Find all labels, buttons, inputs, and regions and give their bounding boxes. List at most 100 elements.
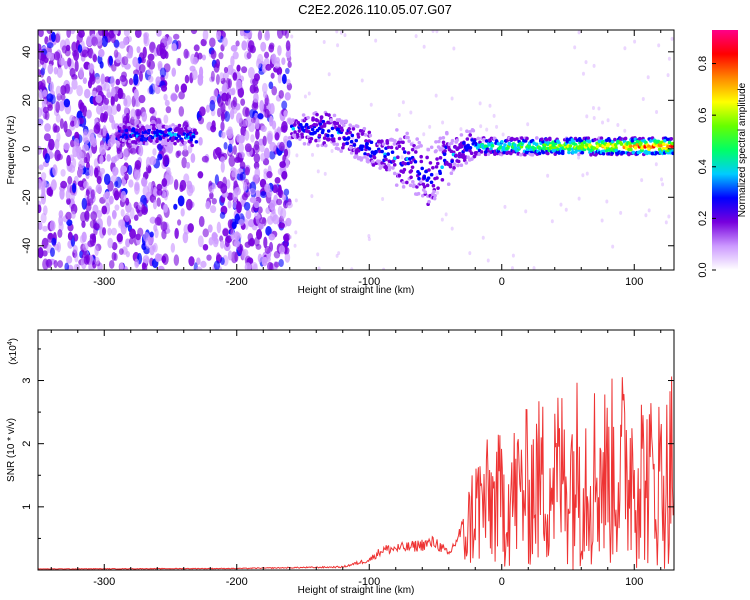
spectrogram-cell [210, 70, 215, 82]
spectrogram-cell [78, 67, 84, 79]
snr-x-axis-label: Height of straight line (km) [298, 585, 415, 596]
spectrogram-cell [248, 188, 256, 196]
spectrogram-cell [198, 116, 205, 125]
spectrogram-cell [161, 255, 167, 264]
spectrogram-cell [220, 183, 228, 194]
spectrogram-cell [584, 60, 588, 65]
spectrogram-cell [194, 140, 199, 144]
spectrogram-cell [478, 140, 482, 145]
spectrogram-cell [180, 83, 188, 93]
spectrogram-cell [38, 164, 44, 171]
spectrogram-cell [215, 74, 220, 85]
spectrogram-cell [573, 45, 577, 50]
spectrogram-cell [138, 71, 143, 82]
spectrogram-cell [74, 60, 79, 72]
snr-panel: -300 -200 -100 0 100 1 2 3 Height of straight … [6, 329, 675, 596]
spectrogram-cell [374, 38, 378, 43]
spectrogram-cell [103, 97, 110, 105]
spectrogram-cell [260, 152, 266, 162]
spectrogram-cell [141, 176, 147, 187]
spectrogram-cell [382, 267, 386, 270]
spectrogram-cell [281, 30, 288, 36]
spectrogram-cell [183, 140, 188, 145]
spectrogram-cell [73, 137, 80, 148]
spectrogram-cell [283, 233, 290, 242]
spectrogram-cell [102, 227, 107, 236]
spectrogram-cell [47, 232, 54, 240]
spectrogram-cell [471, 128, 476, 133]
spectrogram-cell [362, 126, 367, 131]
spectrogram-cell [210, 49, 217, 60]
spectrogram-cell [371, 163, 376, 167]
spectrogram-cell [495, 124, 499, 129]
spectrogram-cell [426, 176, 431, 180]
spectrogram-cell [64, 262, 70, 270]
spectrogram-cell [104, 191, 110, 198]
spectrogram-cell [344, 119, 349, 124]
spectrogram-cell [166, 166, 171, 174]
spectrogram-cell [112, 210, 117, 219]
spectrogram-cell [406, 161, 411, 166]
spectrogram-cell [207, 224, 213, 233]
spectrogram-x-axis-label: Height of straight line (km) [298, 285, 415, 296]
spectrogram-cell [350, 133, 355, 138]
spectrogram-cell [209, 37, 216, 48]
spectrogram-cell [468, 145, 473, 150]
spectrogram-cell [130, 108, 136, 120]
spectrogram-cell [368, 154, 373, 158]
spectrogram-cell [244, 143, 252, 153]
spectrogram-cell [571, 150, 575, 155]
spectrogram-cell [426, 147, 431, 152]
figure-title: C2E2.2026.110.05.07.G07 [298, 2, 452, 17]
spectrogram-cell [81, 220, 86, 229]
spectrogram-cell [503, 143, 507, 147]
spectrogram-cell [250, 262, 258, 270]
spectrogram-cell [95, 85, 103, 93]
spectrogram-cell [341, 123, 346, 128]
spectrogram-cell [177, 131, 182, 135]
spectrogram-cell [86, 109, 92, 119]
spectrogram-cell [314, 138, 318, 143]
spectrogram-cell [91, 90, 97, 97]
spectrogram-cell [220, 102, 226, 114]
spectrogram-cell [550, 219, 554, 224]
spectrogram-cell [74, 252, 79, 263]
spectrogram-cell [441, 120, 445, 125]
spectrogram-cell [239, 171, 246, 181]
spectrogram-cell [210, 124, 217, 133]
spectrogram-cell [138, 144, 144, 157]
spectrogram-cell [182, 231, 189, 244]
spectrogram-cell [228, 155, 236, 167]
spectrogram-cell [190, 30, 198, 35]
spectrogram-cell [111, 86, 116, 97]
spectrogram-cell [401, 140, 405, 145]
spectrogram-cell [347, 127, 352, 131]
spectrogram-cell [432, 189, 436, 194]
spectrogram-cell [419, 144, 423, 148]
spectrogram-cell [43, 133, 51, 142]
spectrogram-cell [183, 126, 188, 130]
spectrogram-cell [331, 137, 336, 141]
spectrogram-cell [123, 106, 129, 116]
spectrogram-cell [262, 135, 267, 147]
spectrogram-cell [568, 140, 573, 145]
spectrogram-cell [134, 30, 142, 39]
spectrogram-cell [486, 258, 490, 263]
spectrogram-cell [647, 208, 651, 213]
spectrogram-cell [152, 186, 158, 197]
spectrogram-cell [235, 40, 240, 47]
spectrogram-cell [568, 144, 573, 148]
spectrogram-cell [233, 180, 238, 190]
spectrogram-cell [397, 112, 401, 117]
spectrogram-cell [510, 266, 514, 270]
spectrogram-cell [94, 245, 99, 257]
spectrogram-cell [466, 155, 470, 160]
spectrogram-cell [165, 106, 172, 114]
spectrogram-cell [209, 205, 217, 214]
spectrogram-cell [553, 141, 558, 146]
spectrogram-cell [231, 221, 237, 230]
x-tick-label: -200 [226, 276, 248, 288]
spectrogram-cell [388, 165, 392, 170]
spectrogram-cell [252, 78, 259, 86]
